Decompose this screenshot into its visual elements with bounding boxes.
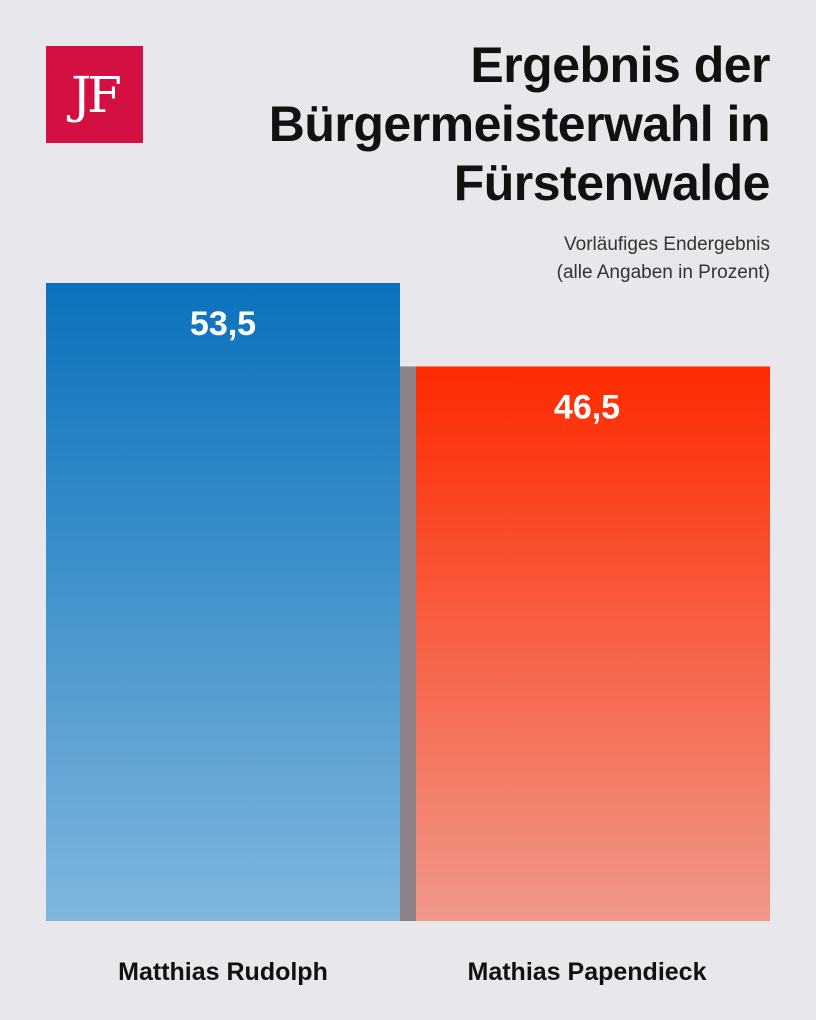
bar-value-label-1: 53,5: [190, 305, 256, 343]
subtitle-line-1: Vorläufiges Endergebnis: [564, 234, 770, 255]
chart-subtitle: Vorläufiges Endergebnis (alle Angaben in…: [350, 231, 770, 287]
chart-title: Ergebnis der Bürgermeisterwahl in Fürste…: [268, 37, 771, 211]
jf-logo: JF: [46, 46, 143, 143]
bar-1: [46, 283, 400, 921]
bars-layer: [46, 283, 770, 921]
category-label-1: Matthias Rudolph: [118, 958, 328, 986]
labels-layer: 53,5 Matthias Rudolph 46,5 Mathias Papendie…: [118, 305, 706, 986]
category-label-2: Mathias Papendieck: [468, 958, 707, 986]
bar-2-front: [416, 366, 770, 921]
subtitle-line-2: (alle Angaben in Prozent): [556, 262, 770, 283]
bar-overlap-shadow: [400, 366, 416, 921]
bar-value-label-2: 46,5: [554, 388, 620, 426]
